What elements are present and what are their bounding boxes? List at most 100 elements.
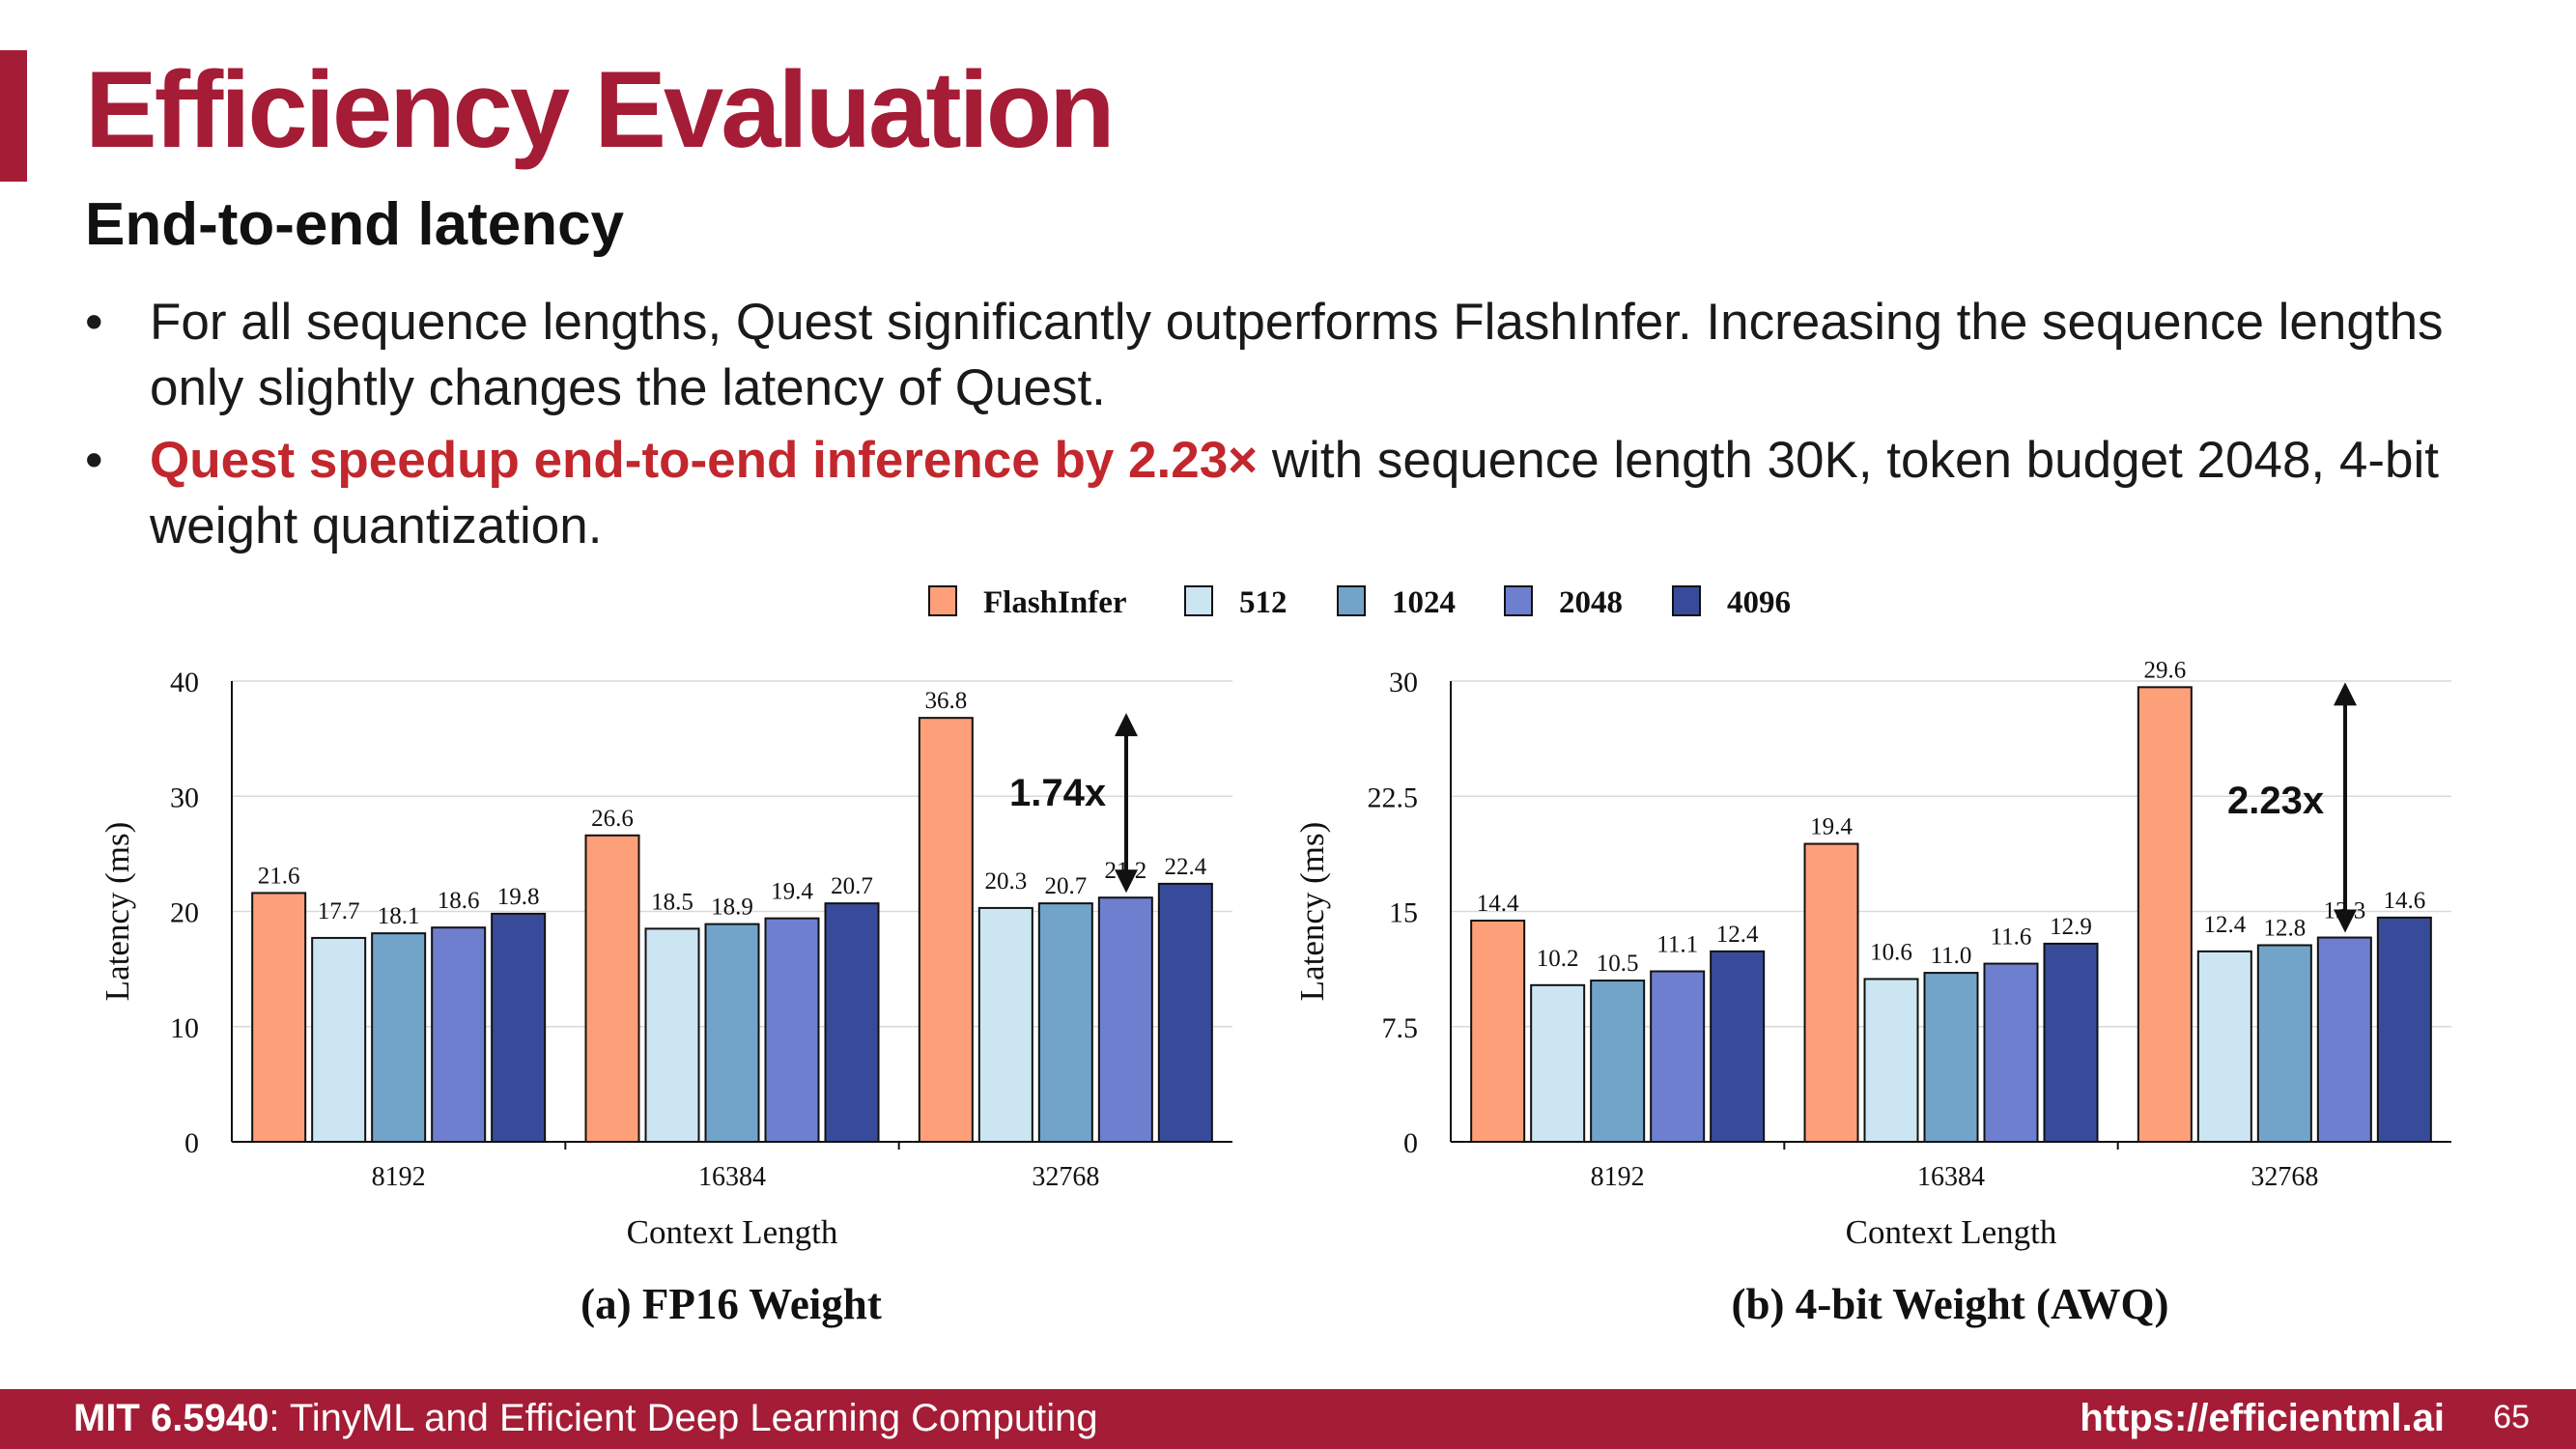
slide-title: Efficiency Evaluation <box>85 49 1116 170</box>
title-accent-bar <box>0 50 27 182</box>
page-number: 65 <box>2493 1399 2530 1435</box>
chart-1-title: (a) FP16 Weight <box>580 1280 882 1328</box>
legend-label-1024: 1024 <box>1392 585 1456 620</box>
latency-charts: FlashInfer 512 1024 2048 4096 0 10 20 30 40 21.6 17… <box>99 585 2451 1328</box>
chart-1-ytick-label: 0 <box>184 1127 199 1159</box>
chart-2-bar-flashinfer <box>1470 920 1526 1143</box>
chart-1-bar-2048 <box>1097 896 1153 1143</box>
chart-2-data-label: 12.9 <box>2050 914 2092 940</box>
slide-subtitle: End-to-end latency <box>85 191 625 258</box>
chart-1-data-label: 18.6 <box>438 888 480 914</box>
chart-1-bar-flashinfer <box>584 834 640 1143</box>
footer-course-code: MIT 6.5940 <box>73 1397 269 1439</box>
chart-2-bar-512 <box>1530 983 1586 1143</box>
chart-1-data-label: 22.4 <box>1164 854 1206 880</box>
chart-2-data-label: 10.6 <box>1870 939 1912 965</box>
legend-swatch-2048 <box>1504 585 1533 616</box>
legend-swatch-1024 <box>1337 585 1366 616</box>
chart-2-title: (b) 4-bit Weight (AWQ) <box>1732 1280 2169 1328</box>
chart-2-category-label: 8192 <box>1591 1162 1645 1192</box>
chart-1-y-axis-label: Latency (ms) <box>99 822 136 1002</box>
chart-2-ytick-label: 15 <box>1389 897 1418 929</box>
chart-1-bar-4096 <box>824 902 880 1144</box>
chart-2-data-label: 12.4 <box>2203 912 2246 938</box>
chart-2-x-axis-label: Context Length <box>1846 1213 2057 1251</box>
legend-label-2048: 2048 <box>1559 585 1623 620</box>
chart-2-arrow-head-down <box>2334 909 2357 933</box>
chart-2-speedup-label: 2.23x <box>2227 780 2324 822</box>
chart-2-data-label: 11.0 <box>1931 943 1972 969</box>
chart-2-data-label: 10.5 <box>1597 951 1639 977</box>
chart-1-bar-1024 <box>371 932 427 1143</box>
chart-2-bar-flashinfer <box>1803 842 1859 1143</box>
legend-swatch-512 <box>1184 585 1213 616</box>
chart-1-bar-flashinfer <box>918 717 974 1143</box>
chart-1-ytick-label: 10 <box>170 1012 199 1044</box>
chart-1-bar-2048 <box>431 926 487 1143</box>
chart-1-category-label: 16384 <box>698 1162 766 1192</box>
chart-2-category-label: 16384 <box>1917 1162 1985 1192</box>
chart-2-bar-2048 <box>1983 962 2039 1143</box>
chart-2-ytick-label: 30 <box>1389 667 1418 698</box>
chart-2-data-label: 19.4 <box>1810 814 1853 840</box>
chart-1-data-label: 21.6 <box>258 863 300 889</box>
chart-2-bar-512 <box>1863 978 1919 1144</box>
chart-1-category-label: 8192 <box>372 1162 426 1192</box>
chart-1-data-label: 20.3 <box>984 868 1027 895</box>
chart-1-data-label: 19.4 <box>771 879 813 905</box>
bullet-2-highlight: Quest speedup end-to-end inference by 2.… <box>150 432 1259 489</box>
chart-1-arrow-head-down <box>1115 869 1138 894</box>
chart-1-bar-2048 <box>764 917 820 1144</box>
chart-1-data-label: 20.7 <box>1044 873 1087 899</box>
chart-1-data-label: 20.7 <box>831 873 873 899</box>
legend-label-4096: 4096 <box>1727 585 1791 620</box>
chart-1-data-label: 18.1 <box>378 903 420 929</box>
chart-2-bar-flashinfer <box>2137 686 2193 1143</box>
chart-1-data-label: 36.8 <box>924 688 967 714</box>
chart-1-ytick-label: 30 <box>170 781 199 813</box>
chart-2-data-label: 11.6 <box>1991 924 2032 951</box>
bullet-2-text: with sequence length 30K, token budget 2… <box>150 432 2439 554</box>
chart-2-data-label: 29.6 <box>2143 657 2186 683</box>
chart-1-category-label: 32768 <box>1032 1162 1099 1192</box>
bullet-item-1: For all sequence lengths, Quest signific… <box>85 290 2480 421</box>
chart-2-bar-4096 <box>1710 950 1766 1144</box>
chart-2-data-label: 10.2 <box>1537 946 1579 972</box>
chart-2-ytick-label: 0 <box>1403 1127 1418 1159</box>
chart-2-bar-1024 <box>1923 972 1979 1143</box>
chart-2-bar-1024 <box>1590 980 1646 1143</box>
chart-2-bar-2048 <box>1650 970 1706 1144</box>
footer-url-link[interactable]: https://efficientml.ai <box>2080 1397 2445 1439</box>
bullet-item-2: Quest speedup end-to-end inference by 2.… <box>85 428 2480 559</box>
chart-2-arrow-head-up <box>2334 682 2357 706</box>
chart-2-ytick-label: 7.5 <box>1382 1012 1419 1044</box>
chart-1-data-label: 18.5 <box>651 889 694 915</box>
chart-1-bar-1024 <box>704 923 760 1143</box>
chart-1-x-axis-label: Context Length <box>627 1213 838 1251</box>
chart-1-speedup-label: 1.74x <box>1009 772 1106 814</box>
chart-1-ytick-label: 40 <box>170 667 199 698</box>
chart-1-bar-4096 <box>491 912 547 1144</box>
footer-bar: MIT 6.5940: TinyML and Efficient Deep Le… <box>0 1389 2576 1449</box>
footer-course: MIT 6.5940: TinyML and Efficient Deep Le… <box>73 1397 1098 1440</box>
chart-1-bar-512 <box>977 906 1033 1143</box>
footer-course-name: : TinyML and Efficient Deep Learning Com… <box>269 1397 1098 1439</box>
chart-2-data-label: 12.4 <box>1716 922 1759 948</box>
chart-1-data-label: 18.9 <box>711 895 753 921</box>
chart-1-ytick-label: 20 <box>170 897 199 929</box>
chart-2-category-label: 32768 <box>2250 1162 2318 1192</box>
chart-2-data-label: 12.8 <box>2263 915 2306 941</box>
chart-1-bar-1024 <box>1037 902 1093 1144</box>
chart-1-data-label: 26.6 <box>591 806 634 832</box>
legend-swatch-flashinfer <box>928 585 957 616</box>
chart-2-data-label: 11.1 <box>1656 932 1698 958</box>
legend-label-flashinfer: FlashInfer <box>983 585 1127 620</box>
legend-swatch-4096 <box>1672 585 1701 616</box>
bullet-list: For all sequence lengths, Quest signific… <box>85 290 2480 566</box>
chart-2-ytick-label: 22.5 <box>1368 781 1419 813</box>
chart-2-bar-2048 <box>2316 936 2372 1144</box>
chart-1-bar-512 <box>644 927 700 1144</box>
chart-2-bar-4096 <box>2376 916 2432 1143</box>
chart-2-bar-4096 <box>2043 942 2099 1144</box>
chart-2-data-label: 14.6 <box>2383 888 2425 914</box>
